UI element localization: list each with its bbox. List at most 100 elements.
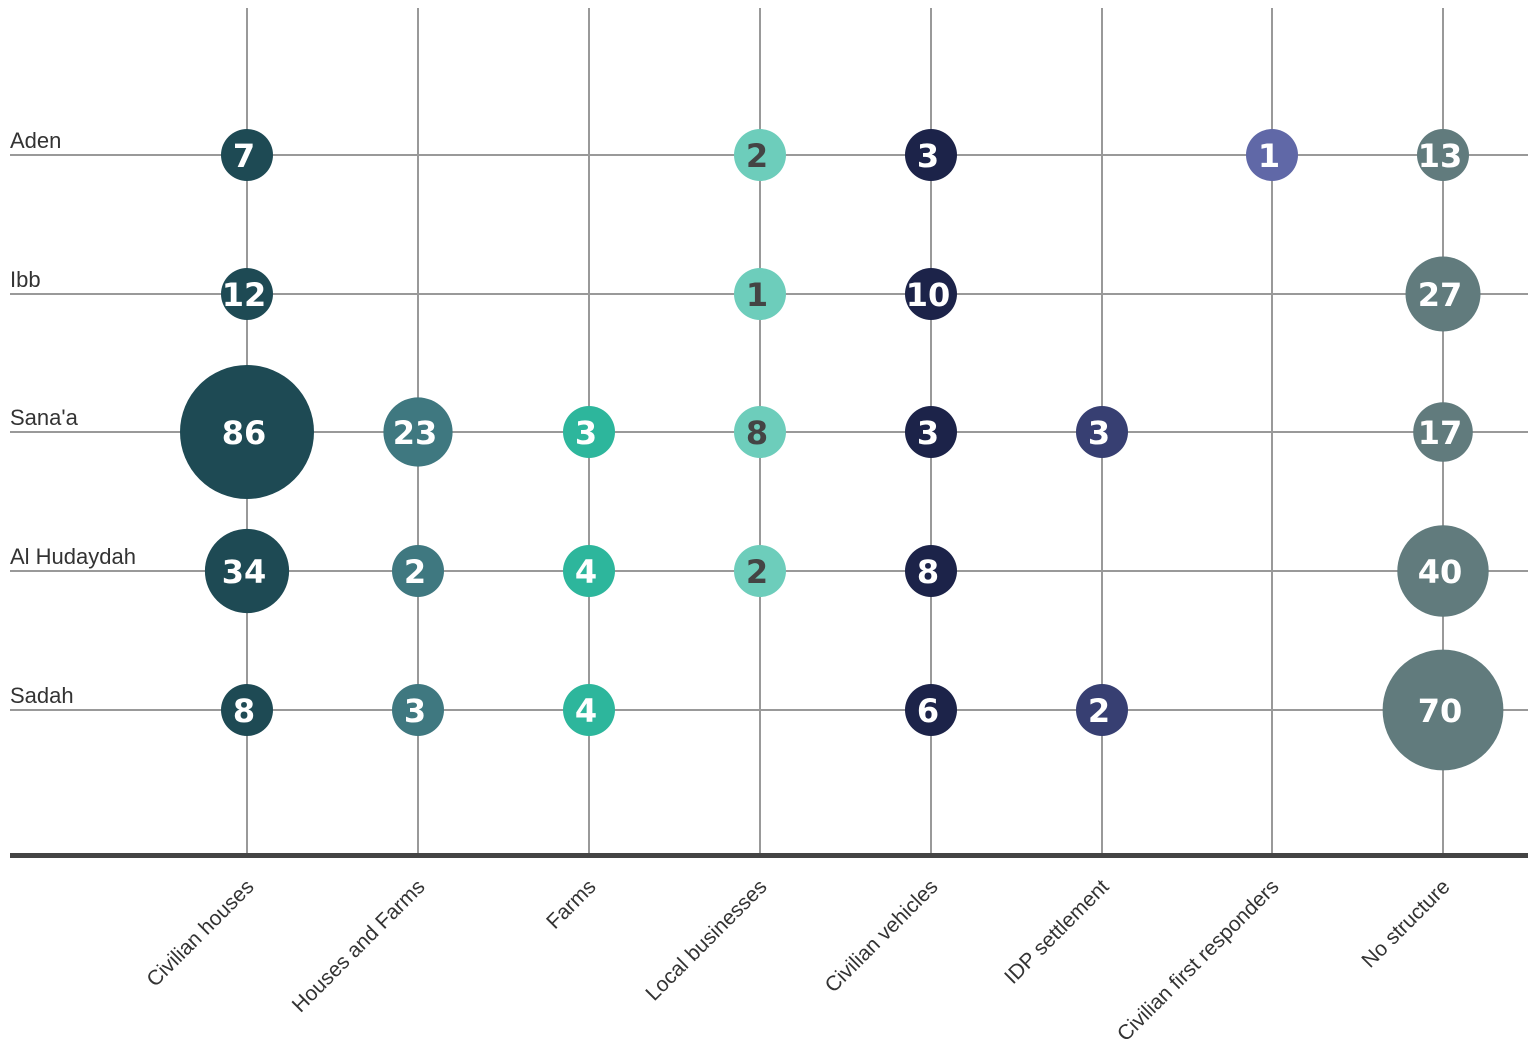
bubble: 8 (734, 406, 786, 458)
bubble: 10 (905, 268, 957, 320)
bubble-value-label: 3 (917, 414, 939, 452)
bubble-circle (1076, 406, 1128, 458)
bubble-circle (383, 397, 453, 467)
bubble: 27 (1405, 256, 1481, 332)
bubble-circle (221, 684, 273, 736)
bubble-circle (180, 365, 314, 499)
bubble-circle (392, 545, 444, 597)
bubble-circle (734, 545, 786, 597)
bubble: 2 (392, 545, 444, 597)
row-labels: Aden Ibb Sana'a Al Hudaydah Sadah (10, 128, 136, 708)
bubble: 2 (734, 545, 786, 597)
bubble: 40 (1397, 525, 1489, 617)
bubble-circle (1397, 525, 1489, 617)
category-label: Civilian houses (142, 875, 258, 991)
bubble-value-label: 13 (1418, 137, 1463, 175)
bubble-circle (1405, 256, 1481, 332)
bubble: 4 (563, 545, 615, 597)
bubble-circle (734, 406, 786, 458)
category-label: No structure (1357, 875, 1454, 972)
category-labels: Civilian houses Houses and Farms Farms Loca… (142, 875, 1454, 1046)
bubble: 1 (1246, 129, 1298, 181)
bubble: 3 (563, 406, 615, 458)
bubble: 13 (1417, 129, 1469, 181)
category-label: Houses and Farms (288, 875, 430, 1017)
bubble: 23 (383, 397, 453, 467)
category-label: IDP settlement (1000, 875, 1113, 988)
row-label: Aden (10, 128, 61, 153)
bubble: 3 (905, 406, 957, 458)
bubble-circle (563, 545, 615, 597)
bubble: 7 (221, 129, 273, 181)
bubble-circle (734, 129, 786, 181)
bubble: 17 (1413, 402, 1473, 462)
bubble-value-label: 8 (746, 414, 768, 452)
bubble-circle (905, 129, 957, 181)
bubble-value-label: 7 (233, 137, 255, 175)
category-label: Civilian first responders (1113, 875, 1284, 1046)
bubble-value-label: 4 (575, 553, 597, 591)
bubble-circle (1382, 649, 1504, 771)
bubble: 3 (1076, 406, 1128, 458)
bubble: 3 (392, 684, 444, 736)
bubble: 2 (734, 129, 786, 181)
bubble-value-label: 27 (1418, 276, 1463, 314)
bubble-value-label: 1 (1258, 137, 1280, 175)
bubble-value-label: 4 (575, 692, 597, 730)
bubble-circle (392, 684, 444, 736)
bubble-circle (1076, 684, 1128, 736)
bubble: 1 (734, 268, 786, 320)
bubble-circle (221, 268, 273, 320)
category-label: Farms (542, 875, 600, 933)
bubble-circle (221, 129, 273, 181)
bubble-value-label: 23 (393, 414, 438, 452)
bubble-value-label: 12 (222, 276, 267, 314)
bubble-value-label: 70 (1418, 692, 1463, 730)
bubble-value-label: 10 (906, 276, 951, 314)
bubble: 6 (905, 684, 957, 736)
bubble-value-label: 3 (575, 414, 597, 452)
bubble: 86 (180, 365, 314, 499)
bubble: 12 (221, 268, 273, 320)
bubble-circle (204, 528, 290, 614)
row-label: Sana'a (10, 405, 79, 430)
bubble: 2 (1076, 684, 1128, 736)
bubble-value-label: 40 (1418, 553, 1463, 591)
row-label: Ibb (10, 267, 41, 292)
bubble-circle (905, 684, 957, 736)
bubble-circle (563, 406, 615, 458)
bubble-value-label: 8 (917, 553, 939, 591)
bubble-value-label: 3 (1088, 414, 1110, 452)
bubble-circle (563, 684, 615, 736)
row-label: Al Hudaydah (10, 544, 136, 569)
bubble: 34 (204, 528, 290, 614)
bubble-circle (1417, 129, 1469, 181)
bubble-value-label: 3 (917, 137, 939, 175)
bubble-circle (905, 545, 957, 597)
bubble: 3 (905, 129, 957, 181)
bubble: 4 (563, 684, 615, 736)
bubble-circle (1246, 129, 1298, 181)
bubble: 70 (1382, 649, 1504, 771)
bubble-circle (734, 268, 786, 320)
bubble-value-label: 2 (746, 553, 768, 591)
bubble-value-label: 2 (404, 553, 426, 591)
bubble: 8 (905, 545, 957, 597)
row-label: Sadah (10, 683, 74, 708)
bubble: 8 (221, 684, 273, 736)
bubble-value-label: 86 (222, 414, 267, 452)
bubble-value-label: 17 (1418, 414, 1463, 452)
x-axis-baseline (10, 853, 1528, 858)
bubble-value-label: 34 (222, 553, 267, 591)
bubble-circle (905, 268, 957, 320)
bubble-value-label: 6 (917, 692, 939, 730)
category-label: Civilian vehicles (821, 875, 943, 997)
bubble-value-label: 3 (404, 692, 426, 730)
bubble-value-label: 2 (1088, 692, 1110, 730)
bubble-value-label: 2 (746, 137, 768, 175)
bubble-value-label: 1 (746, 276, 768, 314)
bubble-value-label: 8 (233, 692, 255, 730)
category-label: Local businesses (641, 875, 771, 1005)
